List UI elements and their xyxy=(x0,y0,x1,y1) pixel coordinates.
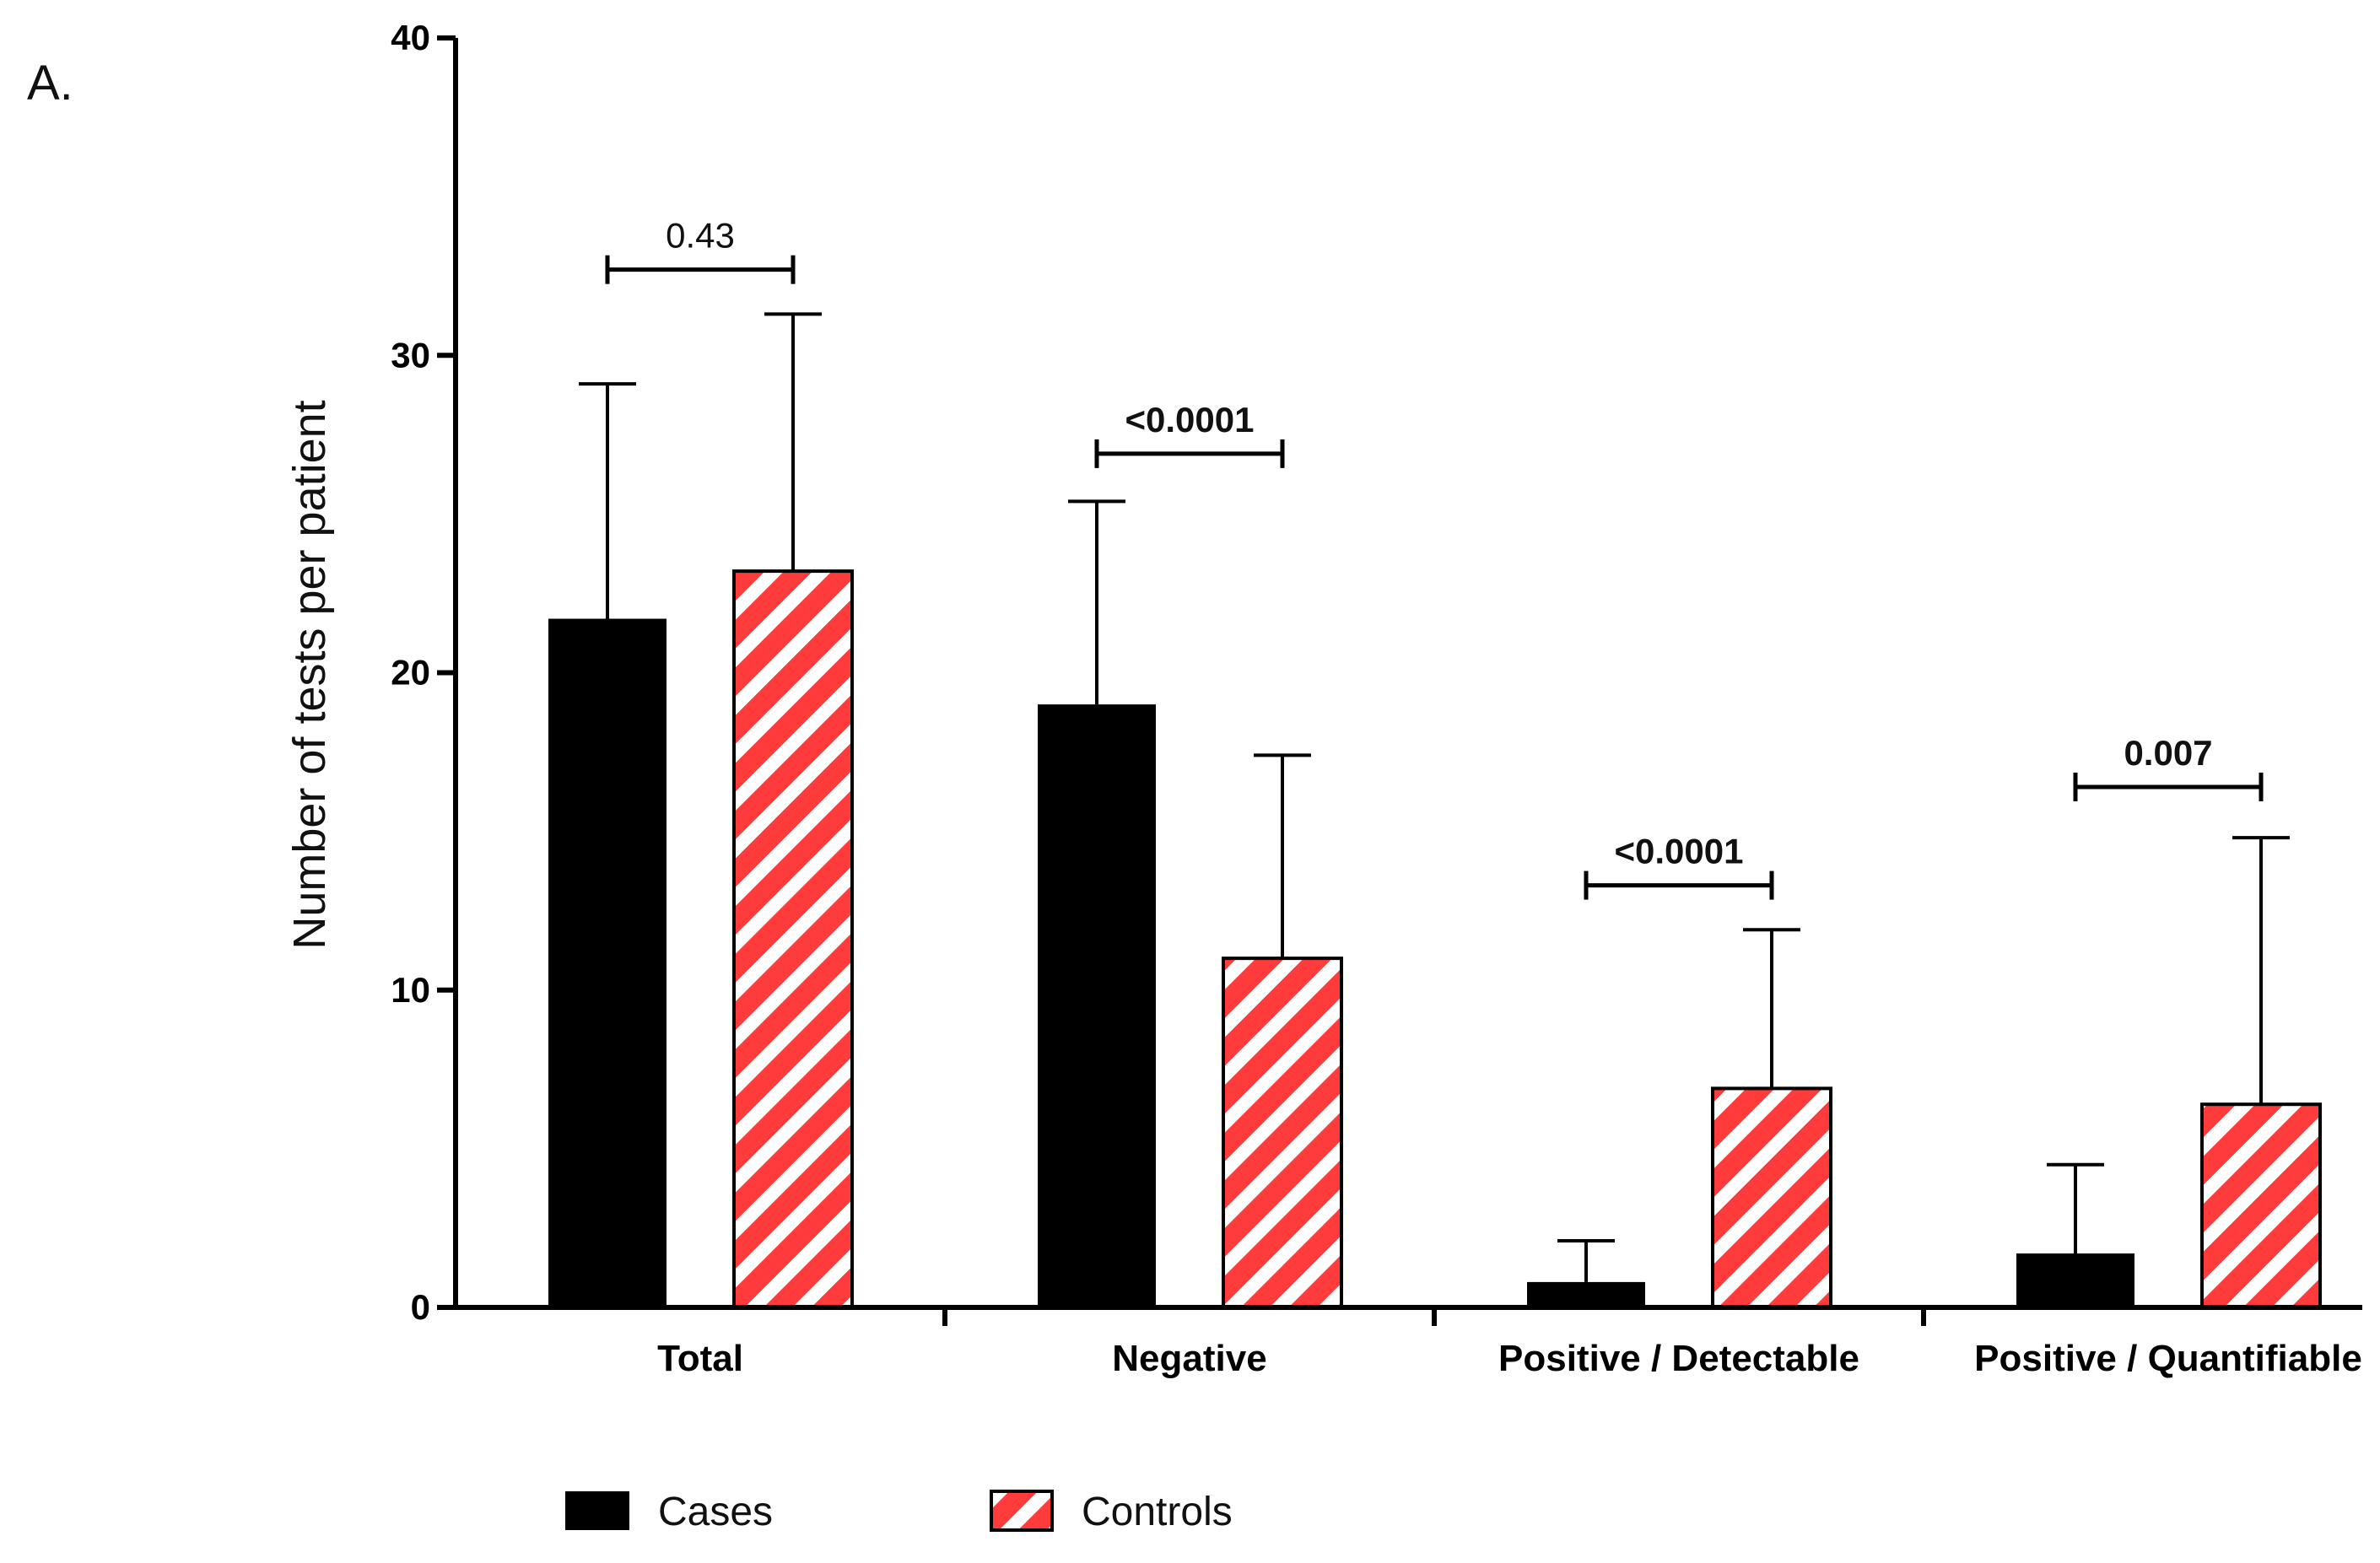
bar-controls xyxy=(732,569,854,1309)
bars xyxy=(548,569,2322,1309)
bar-cases xyxy=(1038,704,1156,1307)
bar-controls xyxy=(1222,957,1343,1309)
y-tick-label: 30 xyxy=(391,335,430,375)
significance-annotations: 0.43 <0.0001 <0.0001 0.007 xyxy=(605,216,2264,900)
x-axis: Total Negative Positive / Detectable Positi… xyxy=(456,1305,2362,1379)
x-category-label: Positive / Quantifiable xyxy=(1974,1338,2362,1379)
p-value-label: <0.0001 xyxy=(1125,400,1255,439)
p-value-label: 0.43 xyxy=(666,216,735,256)
bar-controls xyxy=(1711,1086,1832,1309)
bar-cases xyxy=(1527,1281,1645,1307)
panel-label: A. xyxy=(27,56,73,110)
y-axis-title: Number of tests per patient xyxy=(284,400,335,949)
legend-swatch-cases xyxy=(565,1491,629,1530)
p-value-label: 0.007 xyxy=(2124,733,2212,773)
x-category-label: Negative xyxy=(1112,1338,1266,1379)
bar-controls xyxy=(2200,1102,2322,1309)
legend-label-controls: Controls xyxy=(1082,1490,1233,1534)
error-bars xyxy=(579,312,2290,1282)
p-value-label: <0.0001 xyxy=(1615,832,1744,871)
x-category-label: Positive / Detectable xyxy=(1498,1338,1859,1379)
bar-cases xyxy=(548,618,667,1307)
y-tick-label: 40 xyxy=(391,18,430,57)
y-axis: 0 10 20 30 40 xyxy=(391,18,458,1327)
bar-cases xyxy=(2016,1253,2134,1307)
y-tick-label: 10 xyxy=(391,970,430,1010)
y-tick-label: 20 xyxy=(391,653,430,693)
x-category-label: Total xyxy=(657,1338,743,1379)
y-tick-label: 0 xyxy=(411,1287,430,1327)
legend: Cases Controls xyxy=(565,1490,1233,1534)
legend-label-cases: Cases xyxy=(658,1490,773,1534)
legend-swatch-controls xyxy=(990,1490,1054,1532)
